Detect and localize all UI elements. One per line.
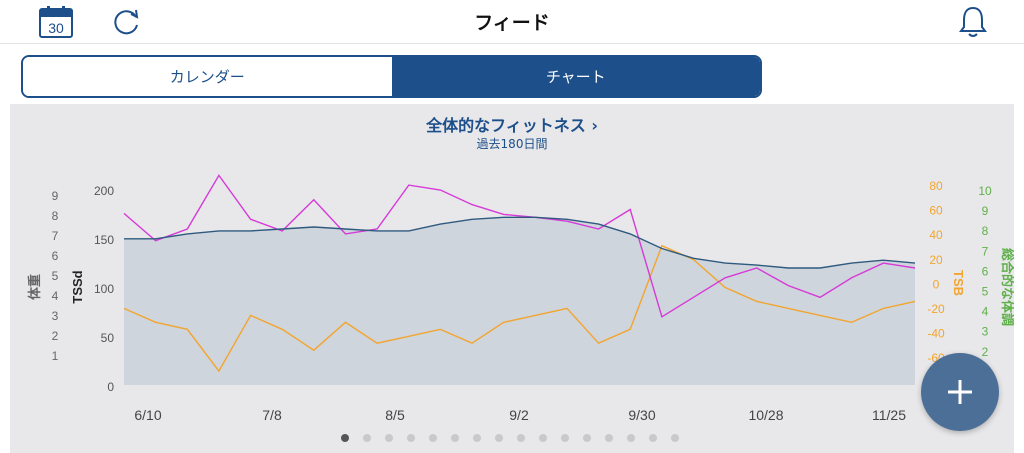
- view-segmented-control: カレンダー チャート: [21, 55, 762, 98]
- page-dot[interactable]: [341, 434, 349, 442]
- card-title[interactable]: 全体的なフィットネス ›: [426, 116, 598, 135]
- card-subtitle: 過去180日間: [476, 137, 548, 151]
- tsb-tick: 60: [929, 204, 943, 218]
- x-tick: 10/28: [748, 407, 783, 423]
- weight-tick: 9: [52, 189, 59, 203]
- calendar-icon[interactable]: 30: [36, 4, 76, 40]
- tsb-tick: -20: [927, 302, 945, 316]
- page-dot[interactable]: [407, 434, 415, 442]
- page-indicator: [0, 433, 1024, 445]
- page-dot[interactable]: [671, 434, 679, 442]
- fitness-chart: 987654321体重200150100500TSSd806040200-20-…: [27, 174, 1014, 423]
- tssd-axis-title: TSSd: [70, 270, 85, 303]
- tsb-tick: 20: [929, 253, 943, 267]
- tssd-tick: 0: [107, 380, 114, 394]
- wellness-tick: 10: [978, 184, 992, 198]
- calendar-day-text: 30: [48, 20, 64, 36]
- top-bar: 30 フィード: [0, 0, 1024, 44]
- weight-axis-title: 体重: [27, 274, 42, 300]
- tsb-tick: 80: [929, 179, 943, 193]
- x-tick: 9/2: [509, 407, 529, 423]
- page-dot[interactable]: [605, 434, 613, 442]
- page-title: フィード: [474, 12, 550, 34]
- page-dot[interactable]: [627, 434, 635, 442]
- page-dot[interactable]: [385, 434, 393, 442]
- x-tick: 6/10: [134, 407, 161, 423]
- fitness-card: 全体的なフィットネス › 過去180日間 9 8 7 6 5 4 3 2 1 体重 200 150 10…: [10, 104, 1014, 453]
- tab-chart[interactable]: チャート: [391, 57, 760, 96]
- ctl-area: [124, 217, 915, 385]
- refresh-icon[interactable]: [106, 4, 146, 40]
- atl-line: [123, 174, 916, 318]
- page-dot[interactable]: [363, 434, 371, 442]
- weight-tick: 2: [52, 329, 59, 343]
- weight-tick: 4: [52, 289, 59, 303]
- tssd-tick: 150: [94, 233, 114, 247]
- ctl-line: [124, 216, 916, 269]
- tsb-axis-title: TSB: [951, 270, 966, 296]
- wellness-tick: 9: [982, 204, 989, 218]
- wellness-tick: 6: [982, 264, 989, 278]
- weight-tick: 3: [52, 309, 59, 323]
- page-dot[interactable]: [561, 434, 569, 442]
- page-dot[interactable]: [539, 434, 547, 442]
- tsb-tick: 0: [933, 277, 940, 291]
- page-dot[interactable]: [451, 434, 459, 442]
- x-tick: 8/5: [385, 407, 405, 423]
- wellness-tick: 3: [982, 325, 989, 339]
- tssd-tick: 100: [94, 282, 114, 296]
- x-tick: 7/8: [262, 407, 282, 423]
- tsb-line: [123, 244, 916, 373]
- page-dot[interactable]: [429, 434, 437, 442]
- wellness-tick: 2: [982, 345, 989, 359]
- x-tick: 9/30: [628, 407, 655, 423]
- wellness-tick: 4: [982, 305, 989, 319]
- weight-tick: 5: [52, 269, 59, 283]
- tab-calendar[interactable]: カレンダー: [23, 57, 392, 96]
- add-button[interactable]: [921, 353, 999, 431]
- tsb-tick: -40: [927, 327, 945, 341]
- page-dot[interactable]: [649, 434, 657, 442]
- page-dot[interactable]: [517, 434, 525, 442]
- tssd-tick: 50: [101, 331, 115, 345]
- page-dot[interactable]: [583, 434, 591, 442]
- page-dot[interactable]: [473, 434, 481, 442]
- page-dot[interactable]: [495, 434, 503, 442]
- weight-tick: 8: [52, 209, 59, 223]
- wellness-axis-title: 総合的な体調: [1000, 248, 1014, 326]
- tssd-tick: 200: [94, 184, 114, 198]
- wellness-tick: 8: [982, 224, 989, 238]
- plus-icon: [948, 380, 972, 404]
- weight-tick: 6: [52, 249, 59, 263]
- tsb-tick: 40: [929, 228, 943, 242]
- bell-icon[interactable]: [953, 4, 993, 40]
- weight-tick: 7: [52, 229, 59, 243]
- wellness-tick: 7: [982, 244, 989, 258]
- wellness-tick: 5: [982, 285, 989, 299]
- weight-tick: 1: [52, 349, 59, 363]
- x-tick: 11/25: [872, 407, 906, 423]
